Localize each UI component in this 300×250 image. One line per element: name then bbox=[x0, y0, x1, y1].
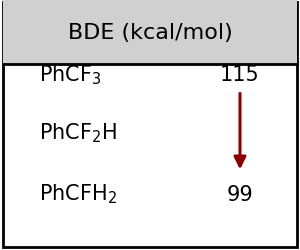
Bar bbox=[3, 0, 297, 65]
Text: PhCF$_3$: PhCF$_3$ bbox=[39, 63, 102, 87]
Text: BDE (kcal/mol): BDE (kcal/mol) bbox=[68, 22, 232, 42]
Text: PhCF$_2$H: PhCF$_2$H bbox=[39, 121, 117, 144]
Text: 99: 99 bbox=[226, 184, 254, 204]
Text: 115: 115 bbox=[220, 65, 260, 85]
Text: PhCFH$_2$: PhCFH$_2$ bbox=[39, 182, 117, 206]
